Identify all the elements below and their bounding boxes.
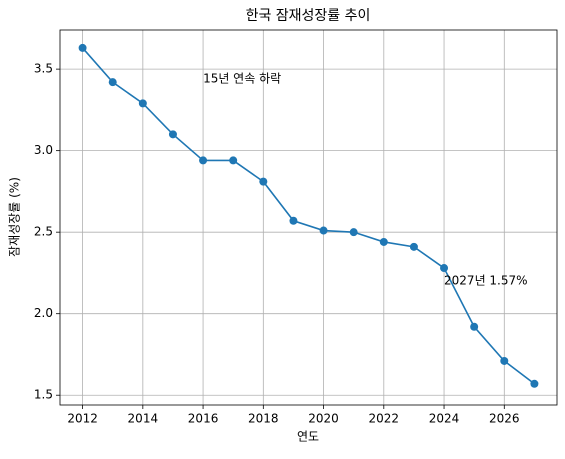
data-point — [379, 237, 388, 246]
data-point — [78, 43, 87, 52]
y-tick-label: 2.5 — [34, 225, 53, 239]
data-point — [229, 156, 238, 165]
x-tick-label: 2012 — [67, 412, 98, 426]
data-point — [138, 99, 147, 108]
annotation: 2027년 1.57% — [444, 274, 528, 288]
y-tick-label: 3.5 — [34, 62, 53, 76]
y-axis-label: 잠재성장률 (%) — [8, 177, 22, 257]
x-tick-label: 2022 — [369, 412, 400, 426]
data-line — [81, 47, 535, 385]
x-tick-label: 2018 — [248, 412, 279, 426]
data-point — [470, 322, 479, 331]
y-tick-label: 1.5 — [34, 388, 53, 402]
y-tick-label: 2.0 — [34, 306, 53, 320]
data-point — [349, 228, 358, 237]
x-tick-label: 2016 — [188, 412, 219, 426]
data-point — [440, 264, 449, 273]
chart-title: 한국 잠재성장률 추이 — [246, 8, 371, 24]
plot-frame — [59, 29, 558, 406]
x-tick-label: 2024 — [429, 412, 460, 426]
data-point — [259, 177, 268, 186]
data-point — [319, 226, 328, 235]
x-tick-label: 2026 — [489, 412, 520, 426]
data-point — [500, 356, 509, 365]
x-tick-label: 2014 — [128, 412, 159, 426]
data-point — [168, 130, 177, 139]
data-point — [530, 379, 539, 388]
data-point — [409, 242, 418, 251]
data-point — [199, 156, 208, 165]
x-tick-label: 2020 — [308, 412, 339, 426]
data-point — [108, 78, 117, 87]
y-tick-label: 3.0 — [34, 143, 53, 157]
data-point — [289, 216, 298, 225]
annotation: 15년 연속 하락 — [203, 71, 281, 85]
x-axis-label: 연도 — [297, 430, 319, 444]
